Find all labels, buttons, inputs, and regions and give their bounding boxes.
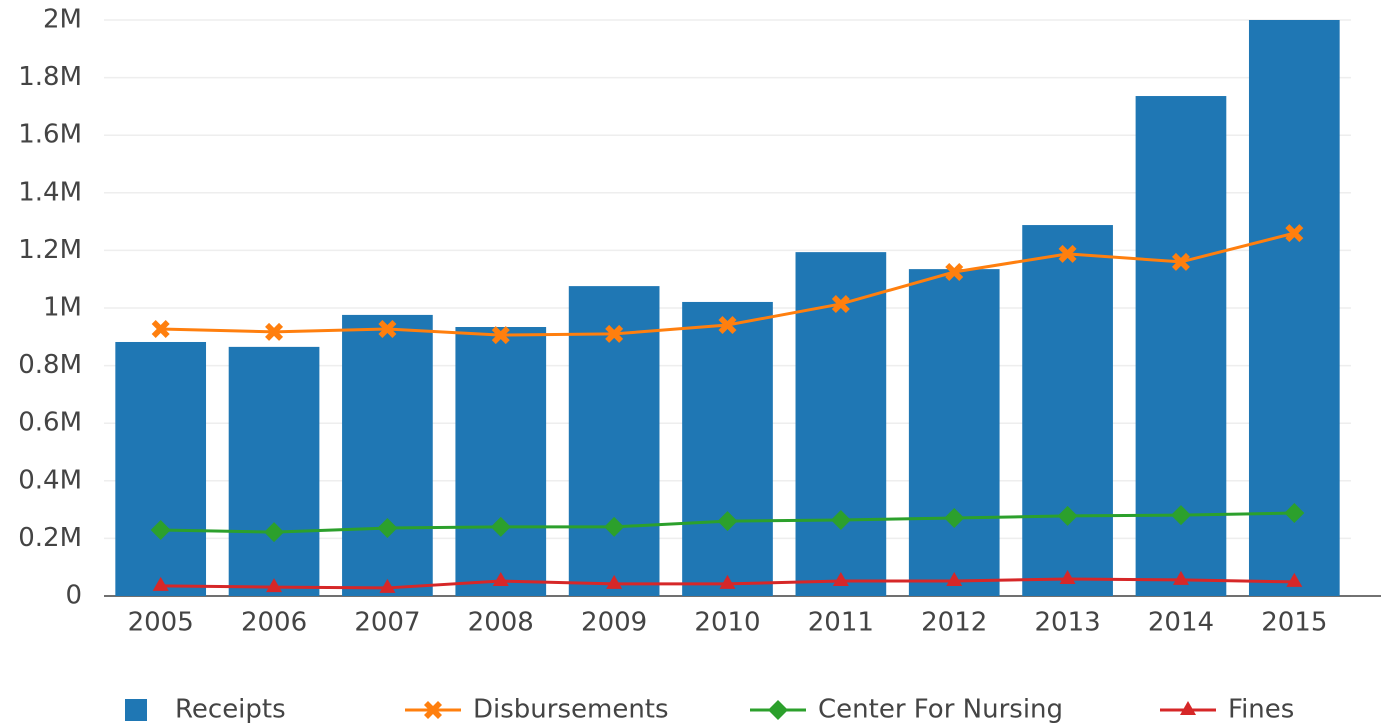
x-tick-label: 2012 (921, 608, 987, 638)
marker (1058, 244, 1077, 263)
x-tick-label: 2015 (1261, 608, 1327, 638)
y-tick-label: 1.6M (18, 120, 82, 150)
marker (717, 511, 738, 532)
marker (1059, 570, 1076, 585)
marker (264, 522, 285, 543)
marker (718, 315, 737, 334)
marker (266, 578, 283, 593)
marker (831, 294, 850, 313)
marker (1284, 503, 1305, 524)
bar (342, 314, 433, 596)
marker (377, 518, 398, 539)
x-tick-label: 2009 (581, 608, 647, 638)
y-tick-label: 0.4M (18, 465, 82, 495)
marker (490, 516, 511, 537)
marker (946, 572, 963, 587)
y-tick-label: 2M (43, 5, 82, 35)
marker (1285, 224, 1304, 243)
y-tick-label: 1M (43, 293, 82, 323)
x-tick-label: 2005 (128, 608, 194, 638)
marker (378, 320, 397, 339)
marker (944, 507, 965, 528)
marker (491, 326, 510, 345)
legend-label: Center For Nursing (818, 695, 1063, 725)
x-tick-label: 2011 (808, 608, 874, 638)
bar (682, 301, 773, 596)
marker (1286, 572, 1303, 587)
marker (379, 578, 396, 593)
y-tick-label: 0.6M (18, 408, 82, 438)
y-tick-label: 1.8M (18, 62, 82, 92)
bar (115, 341, 207, 596)
marker (1170, 505, 1191, 526)
marker (945, 263, 964, 281)
legend-marker (1180, 701, 1196, 715)
marker (492, 572, 509, 587)
y-tick-label: 1.2M (18, 235, 82, 265)
marker (152, 576, 169, 591)
bar (1248, 20, 1340, 596)
legend-label: Fines (1228, 695, 1294, 725)
marker (1171, 252, 1190, 271)
x-tick-label: 2010 (694, 608, 760, 638)
marker (151, 320, 170, 339)
legend-label: Disbursements (473, 695, 669, 725)
marker (719, 574, 736, 589)
marker (832, 572, 849, 587)
marker (604, 516, 625, 537)
marker (150, 520, 171, 541)
y-tick-label: 0.2M (18, 523, 82, 553)
x-tick-label: 2006 (241, 608, 307, 638)
bar (1022, 225, 1113, 596)
y-tick-label: 1.4M (18, 177, 82, 207)
bar (455, 327, 547, 596)
marker (605, 324, 624, 343)
legend-marker (424, 701, 442, 719)
legend-label: Receipts (175, 695, 286, 725)
x-tick-label: 2008 (468, 608, 534, 638)
y-tick-label: 0 (65, 581, 82, 611)
marker (606, 574, 623, 589)
x-tick-label: 2014 (1148, 608, 1214, 638)
bar (228, 346, 320, 596)
legend-swatch (125, 699, 147, 721)
y-tick-label: 0.8M (18, 350, 82, 380)
bar (908, 269, 1000, 596)
marker (1057, 505, 1078, 526)
marker (265, 322, 284, 341)
marker (830, 509, 851, 530)
legend-marker (768, 700, 788, 720)
marker (1172, 570, 1189, 585)
x-tick-label: 2013 (1035, 608, 1101, 638)
x-tick-label: 2007 (354, 608, 420, 638)
